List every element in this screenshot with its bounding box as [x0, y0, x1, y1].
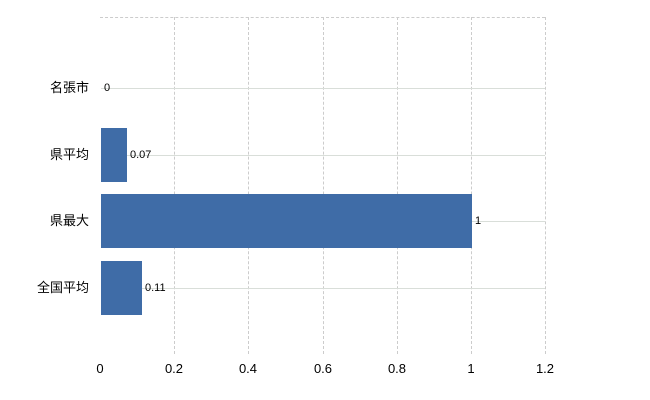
- category-label: 名張市: [49, 80, 89, 95]
- bar: [101, 194, 472, 248]
- bar-value-label: 1: [475, 215, 482, 227]
- bar: [101, 261, 142, 315]
- bar-value-label: 0: [104, 82, 111, 94]
- bar-value-label: 0.07: [130, 149, 152, 161]
- h-gridline: [101, 155, 545, 156]
- category-label: 全国平均: [36, 280, 89, 295]
- x-tick-label: 0.4: [238, 361, 258, 376]
- bar: [101, 128, 127, 182]
- x-tick-label: 0: [96, 361, 104, 376]
- v-gridline: [397, 17, 398, 354]
- x-tick-label: 0.2: [164, 361, 184, 376]
- category-label: 県平均: [49, 147, 89, 162]
- v-gridline: [174, 17, 175, 354]
- h-gridline: [101, 288, 545, 289]
- v-gridline: [248, 17, 249, 354]
- x-tick-label: 1.2: [535, 361, 555, 376]
- v-gridline: [471, 17, 472, 354]
- x-tick-label: 0.8: [387, 361, 407, 376]
- plot-top-border: [100, 17, 545, 18]
- bar-value-label: 0.11: [145, 282, 166, 294]
- x-tick-label: 1: [467, 361, 475, 376]
- v-gridline: [323, 17, 324, 354]
- category-label: 県最大: [49, 213, 89, 228]
- x-tick-label: 0.6: [313, 361, 333, 376]
- h-gridline: [101, 88, 545, 89]
- x-axis: [99, 354, 546, 355]
- v-gridline: [545, 17, 546, 354]
- y-axis: [99, 17, 100, 355]
